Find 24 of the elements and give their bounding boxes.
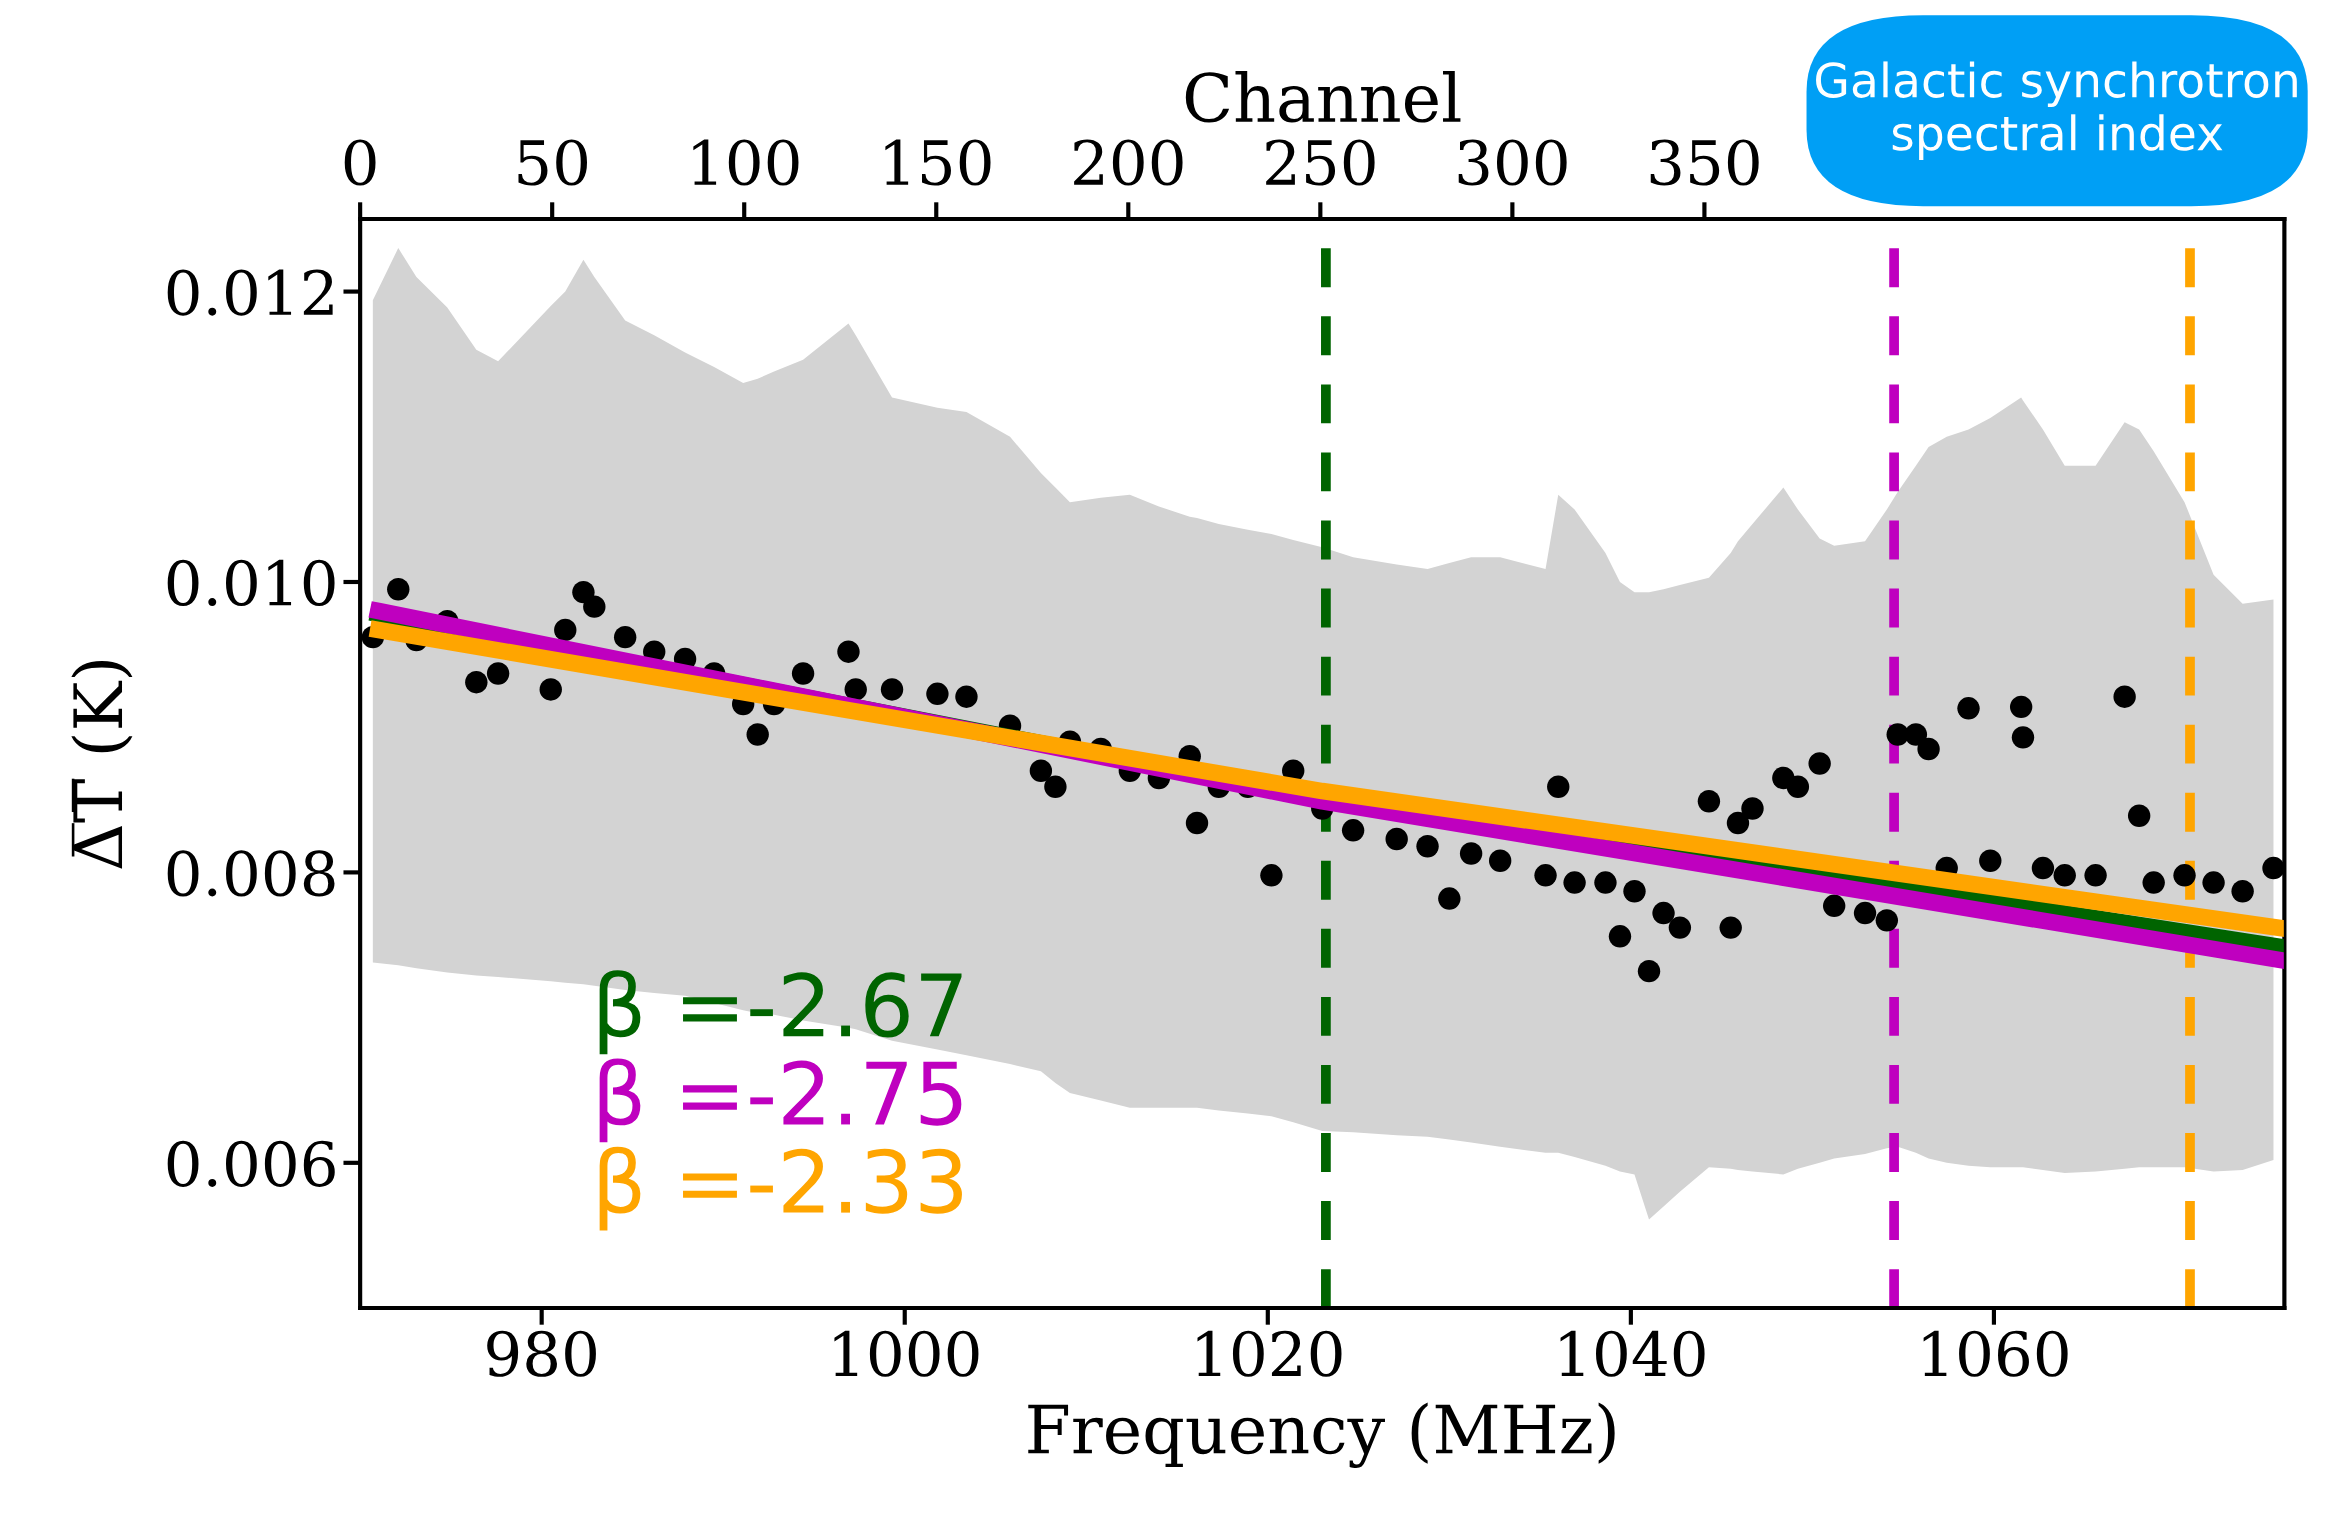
x-axis-title: Frequency (MHz) bbox=[1028, 1402, 1615, 1469]
x2-tick-label: 50 bbox=[518, 139, 587, 186]
text: β =-2.33 bbox=[599, 1146, 962, 1231]
text: β =-2.75 bbox=[599, 1058, 962, 1143]
y-tick-label: 0.010 bbox=[167, 559, 335, 607]
x2-tick-label: 300 bbox=[1458, 139, 1567, 186]
x2-tick-label: 200 bbox=[1074, 139, 1183, 186]
x2-tick-label: 250 bbox=[1266, 139, 1375, 186]
x-tick-label: 980 bbox=[487, 1330, 596, 1377]
y-axis-title: Δ̅T̅ (K) bbox=[71, 660, 133, 869]
x2-tick-label: 0 bbox=[344, 139, 376, 186]
y-tick-label: 0.008 bbox=[167, 850, 335, 897]
text: β =-2.67 bbox=[599, 970, 962, 1055]
x-tick-label: 1020 bbox=[1197, 1330, 1342, 1377]
x2-axis-title: Channel bbox=[1185, 70, 1461, 123]
text: Galactic synchrotron spectral index bbox=[1816, 61, 2297, 160]
x2-tick-label: 350 bbox=[1650, 139, 1759, 186]
x-tick-label: 1000 bbox=[834, 1330, 979, 1377]
x2-tick-label: 150 bbox=[885, 139, 991, 186]
x-tick-label: 1060 bbox=[1923, 1330, 2068, 1377]
x2-tick-label: 100 bbox=[693, 139, 799, 186]
x-tick-label: 1040 bbox=[1560, 1330, 1705, 1377]
y-tick-label: 0.012 bbox=[167, 269, 333, 316]
y-tick-label: 0.006 bbox=[167, 1140, 335, 1187]
